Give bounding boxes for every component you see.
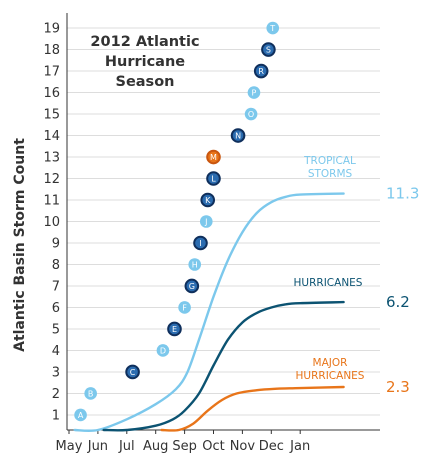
storm-marker bbox=[74, 408, 87, 422]
x-tick-label: Oct bbox=[202, 439, 224, 454]
x-tick-label: Jan bbox=[289, 439, 310, 454]
storm-letter: I bbox=[199, 239, 201, 248]
storm-marker bbox=[178, 301, 191, 314]
gridlines bbox=[67, 27, 380, 416]
chart-title-line: Hurricane bbox=[105, 54, 185, 70]
storm-letter: D bbox=[160, 346, 166, 355]
y-axis-label: Atlantic Basin Storm Count bbox=[12, 138, 28, 352]
storm-marker bbox=[188, 258, 202, 271]
storm-marker bbox=[266, 21, 280, 35]
storm-marker bbox=[206, 171, 221, 186]
x-tick-label: Nov bbox=[230, 439, 256, 454]
series-label: STORMS bbox=[308, 168, 353, 180]
chart-title-line: Season bbox=[116, 74, 175, 90]
storm-letter: L bbox=[211, 174, 216, 183]
storm-letter: G bbox=[189, 282, 195, 291]
storm-letter: P bbox=[252, 88, 257, 97]
y-tick-label: 19 bbox=[43, 22, 60, 37]
chart-title-line: 2012 Atlantic bbox=[90, 34, 199, 50]
y-tick-label: 13 bbox=[43, 151, 60, 166]
storm-letter: N bbox=[235, 131, 241, 140]
x-tick-label: Dec bbox=[259, 439, 284, 454]
series-label: MAJOR bbox=[313, 357, 348, 369]
storm-marker bbox=[167, 321, 182, 337]
storm-letter: A bbox=[78, 411, 84, 420]
y-tick-label: 18 bbox=[43, 43, 60, 58]
end-value-labels: 11.3 6.2 2.3 bbox=[386, 185, 419, 396]
storm-markers: A B C D E F G H I J K L M N O P R S T bbox=[74, 21, 280, 422]
y-tick-label: 9 bbox=[52, 236, 60, 251]
x-tick-label: Jun bbox=[87, 439, 108, 454]
storm-marker bbox=[199, 215, 213, 228]
y-tick-label: 8 bbox=[52, 258, 60, 273]
storm-letter: H bbox=[192, 260, 198, 269]
storm-marker bbox=[244, 107, 258, 121]
y-tick-label: 14 bbox=[43, 129, 60, 144]
x-tick-label: May bbox=[56, 439, 83, 454]
end-value-label: 6.2 bbox=[386, 293, 410, 311]
storm-letter: K bbox=[205, 196, 211, 205]
storm-letter: S bbox=[266, 45, 271, 54]
storm-marker bbox=[193, 235, 208, 251]
x-tick-labels: May Jun Jul Aug Sep Oct Nov Dec Jan bbox=[56, 439, 311, 454]
storm-letter: E bbox=[172, 325, 177, 334]
series-lines bbox=[73, 192, 345, 432]
storm-marker bbox=[247, 86, 261, 99]
storm-marker bbox=[84, 387, 97, 400]
storm-letter: T bbox=[269, 24, 275, 33]
storm-letter: R bbox=[258, 67, 264, 76]
storm-letter: B bbox=[88, 389, 94, 398]
major-hurricanes-line bbox=[160, 385, 345, 432]
storm-marker bbox=[261, 42, 276, 57]
x-tick-label: Aug bbox=[143, 439, 168, 454]
storm-letter: O bbox=[248, 110, 254, 119]
end-value-label: 11.3 bbox=[386, 185, 419, 203]
y-tick-label: 3 bbox=[52, 365, 60, 380]
x-tick-label: Jul bbox=[118, 439, 135, 454]
storm-letter: M bbox=[210, 153, 217, 162]
storm-marker bbox=[125, 364, 140, 380]
y-tick-label: 7 bbox=[52, 279, 60, 294]
storm-marker bbox=[200, 192, 216, 208]
storm-marker bbox=[206, 149, 221, 165]
y-tick-label: 11 bbox=[43, 194, 60, 209]
y-tick-label: 10 bbox=[43, 215, 60, 230]
storm-marker bbox=[230, 128, 246, 143]
series-label: TROPICAL bbox=[303, 155, 356, 167]
tropical-storms-line bbox=[73, 192, 345, 432]
storm-marker bbox=[156, 344, 170, 357]
y-tick-label: 4 bbox=[52, 344, 60, 359]
storm-letter: C bbox=[130, 368, 136, 377]
storm-marker bbox=[253, 63, 269, 79]
x-tick-label: Sep bbox=[172, 439, 197, 454]
storm-letter: F bbox=[182, 303, 187, 312]
y-tick-label: 12 bbox=[43, 172, 60, 187]
storm-marker bbox=[184, 278, 200, 294]
y-tick-label: 5 bbox=[52, 322, 60, 337]
storm-letter: J bbox=[204, 217, 207, 226]
series-label: HURRICANES bbox=[296, 370, 365, 382]
hurricanes-line bbox=[102, 300, 345, 432]
y-tick-label: 1 bbox=[52, 408, 60, 423]
y-tick-label: 15 bbox=[43, 108, 60, 123]
series-label: HURRICANES bbox=[294, 277, 363, 289]
y-tick-label: 2 bbox=[52, 387, 60, 402]
end-value-label: 2.3 bbox=[386, 378, 410, 396]
y-tick-label: 17 bbox=[43, 65, 60, 80]
chart-title: 2012 Atlantic Hurricane Season bbox=[90, 34, 199, 90]
y-tick-label: 6 bbox=[52, 301, 60, 316]
y-tick-label: 16 bbox=[43, 86, 60, 101]
